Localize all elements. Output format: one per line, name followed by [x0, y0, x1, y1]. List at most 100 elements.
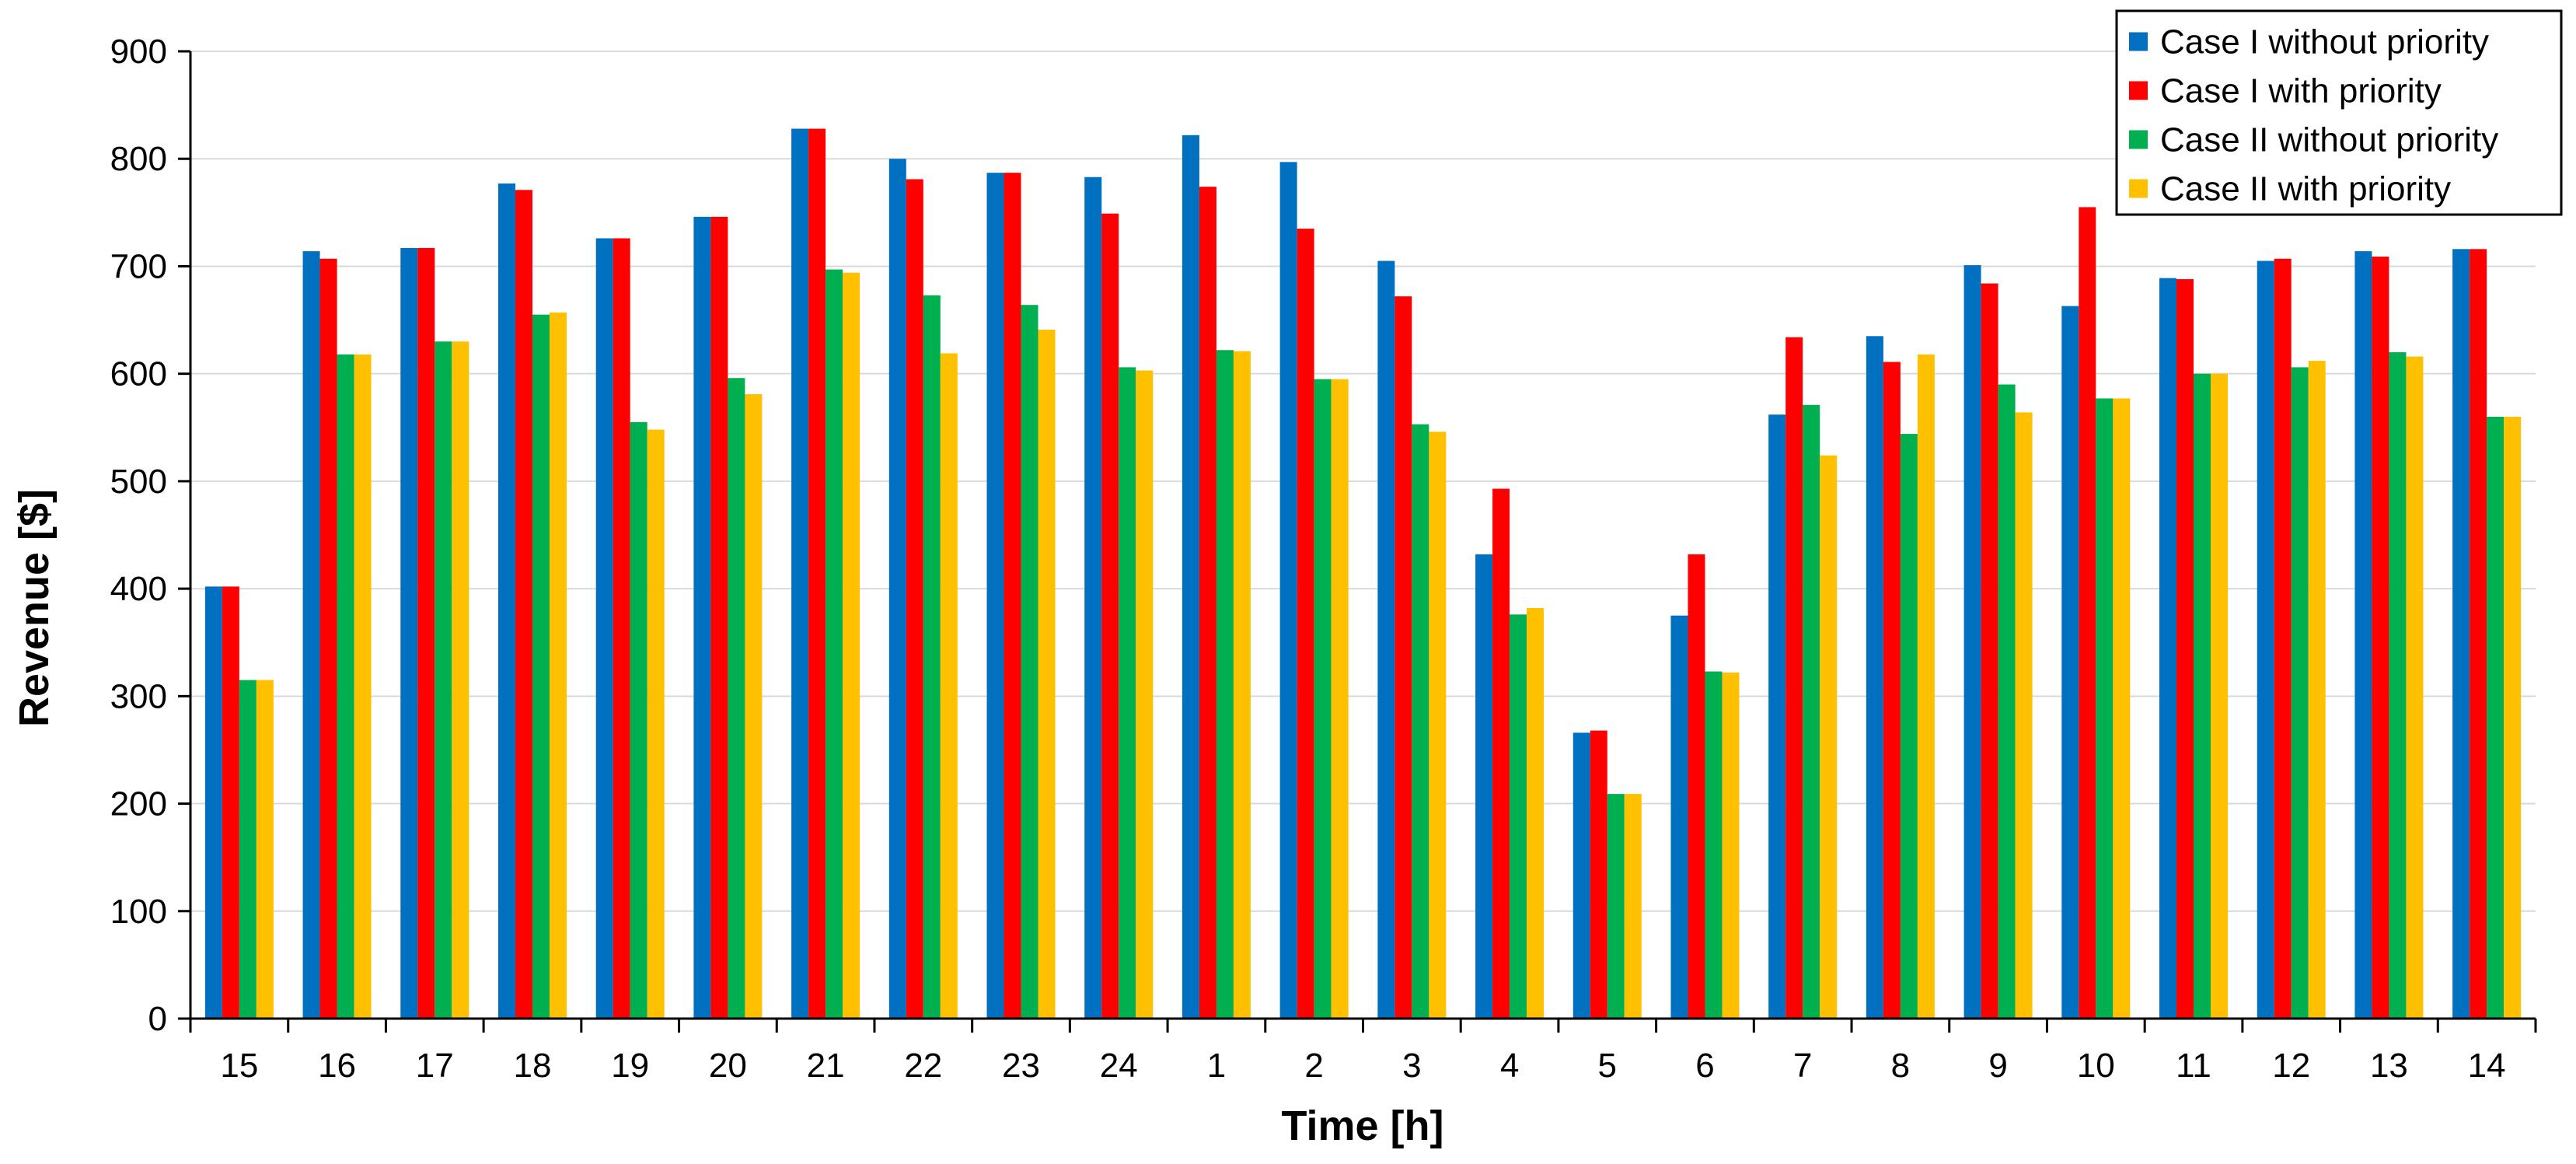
bar-4-7 [1820, 455, 1838, 1019]
bar-1-4 [1475, 554, 1493, 1019]
bar-3-5 [1607, 794, 1625, 1019]
x-tick-label: 7 [1793, 1047, 1812, 1085]
y-tick-label: 100 [110, 893, 167, 931]
x-tick-label: 24 [1100, 1047, 1138, 1085]
bar-4-15 [256, 680, 274, 1019]
bar-1-2 [1279, 162, 1297, 1019]
x-tick-label: 14 [2468, 1047, 2506, 1085]
bar-3-21 [826, 269, 843, 1019]
bar-1-12 [2257, 260, 2274, 1019]
bar-4-6 [1722, 672, 1740, 1019]
bar-2-4 [1492, 488, 1510, 1019]
x-tick-label: 11 [2176, 1047, 2211, 1085]
bar-2-7 [1785, 337, 1803, 1019]
x-tick-label: 1 [1207, 1047, 1226, 1085]
bar-3-17 [435, 341, 452, 1019]
bar-1-24 [1084, 177, 1102, 1019]
bar-4-16 [354, 354, 372, 1019]
bar-3-11 [2194, 373, 2211, 1019]
bar-2-5 [1590, 730, 1607, 1019]
legend-label-3: Case II without priority [2160, 121, 2498, 159]
bar-4-12 [2308, 361, 2326, 1019]
y-tick-label: 800 [110, 140, 167, 178]
bar-2-2 [1297, 229, 1314, 1019]
bar-3-19 [630, 421, 647, 1019]
x-tick-label: 23 [1002, 1047, 1040, 1085]
bar-2-14 [2470, 249, 2487, 1019]
bar-3-1 [1216, 350, 1234, 1019]
bar-4-8 [1917, 354, 1935, 1019]
bar-1-17 [400, 247, 418, 1019]
bar-2-21 [808, 128, 826, 1019]
bar-1-8 [1866, 336, 1883, 1019]
bar-1-7 [1768, 414, 1786, 1019]
y-tick-label: 600 [110, 355, 167, 393]
bar-2-22 [906, 179, 923, 1019]
bar-2-13 [2372, 257, 2389, 1019]
bar-1-23 [986, 173, 1004, 1019]
legend-box [2115, 9, 2563, 216]
bar-4-20 [745, 393, 763, 1019]
bar-4-22 [940, 353, 958, 1019]
bar-3-16 [337, 354, 354, 1019]
bar-2-23 [1004, 173, 1021, 1019]
x-tick-label: 16 [318, 1047, 356, 1085]
bar-2-10 [2079, 207, 2096, 1019]
bar-1-9 [1963, 265, 1981, 1019]
bar-4-3 [1429, 432, 1447, 1019]
x-tick-label: 6 [1695, 1047, 1714, 1085]
bar-4-18 [549, 312, 567, 1019]
bar-3-23 [1021, 305, 1038, 1019]
legend-swatch-2 [2129, 81, 2148, 100]
x-tick-label: 3 [1402, 1047, 1421, 1085]
bar-1-20 [693, 216, 711, 1019]
bar-4-2 [1331, 379, 1349, 1019]
bar-1-21 [791, 128, 809, 1019]
bar-1-5 [1572, 732, 1590, 1019]
bar-4-23 [1038, 329, 1056, 1019]
y-axis-title: Revenue [$] [11, 489, 58, 727]
bar-4-14 [2504, 416, 2522, 1019]
y-tick-label: 400 [110, 570, 167, 608]
legend-swatch-1 [2129, 32, 2148, 51]
x-axis-title: Time [h] [1281, 1103, 1443, 1149]
x-tick-label: 17 [416, 1047, 454, 1085]
bar-4-5 [1624, 794, 1642, 1019]
legend: Case I without priority Case I with prior… [2115, 9, 2563, 216]
bar-1-18 [497, 184, 515, 1019]
x-tick-label: 5 [1598, 1047, 1617, 1085]
bar-1-6 [1670, 615, 1688, 1019]
x-tick-label: 13 [2370, 1047, 2408, 1085]
bar-3-18 [532, 314, 550, 1019]
bar-3-7 [1803, 404, 1820, 1019]
bar-1-15 [204, 586, 222, 1019]
x-tick-label: 21 [807, 1047, 845, 1085]
bar-3-8 [1900, 434, 1918, 1019]
legend-label-1: Case I without priority [2160, 23, 2489, 61]
bar-2-20 [710, 216, 728, 1019]
gridlines [190, 51, 2536, 912]
x-tick-label: 8 [1891, 1047, 1910, 1085]
bar-4-19 [647, 429, 665, 1019]
bar-1-14 [2452, 249, 2470, 1019]
bar-3-20 [728, 378, 745, 1019]
bar-2-19 [613, 238, 630, 1019]
x-tick-label: 12 [2272, 1047, 2310, 1085]
bars [204, 128, 2522, 1019]
bar-3-15 [239, 680, 257, 1019]
bar-1-10 [2061, 306, 2079, 1019]
bar-1-16 [302, 251, 320, 1019]
bar-3-24 [1119, 367, 1136, 1019]
x-tick-label: 22 [904, 1047, 942, 1085]
bar-2-24 [1101, 213, 1119, 1019]
bar-4-17 [452, 341, 469, 1019]
bar-2-17 [417, 247, 435, 1019]
x-tick-label: 19 [611, 1047, 649, 1085]
bar-2-15 [222, 586, 239, 1019]
y-tick-label: 0 [148, 1000, 167, 1038]
y-tick-label: 200 [110, 785, 167, 823]
y-tick-label: 300 [110, 677, 167, 715]
bar-1-3 [1377, 260, 1395, 1019]
bar-4-4 [1527, 607, 1545, 1019]
